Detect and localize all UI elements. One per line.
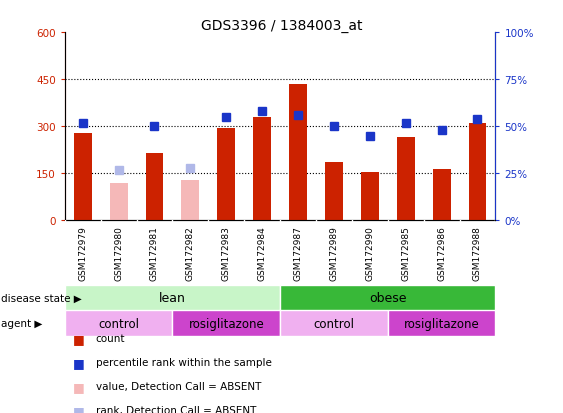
Text: GSM172980: GSM172980 bbox=[114, 226, 123, 281]
Bar bbox=[74, 133, 92, 221]
Text: GSM172981: GSM172981 bbox=[150, 226, 159, 281]
Text: GSM172979: GSM172979 bbox=[78, 226, 87, 281]
Text: rosiglitazone: rosiglitazone bbox=[404, 317, 480, 330]
Text: GSM172985: GSM172985 bbox=[401, 226, 410, 281]
Bar bbox=[145, 154, 163, 221]
Text: GDS3396 / 1384003_at: GDS3396 / 1384003_at bbox=[201, 19, 362, 33]
Text: lean: lean bbox=[159, 291, 186, 304]
Bar bbox=[325, 163, 343, 221]
Bar bbox=[289, 85, 307, 221]
Text: ■: ■ bbox=[73, 356, 85, 369]
Text: count: count bbox=[96, 333, 125, 343]
Text: value, Detection Call = ABSENT: value, Detection Call = ABSENT bbox=[96, 381, 261, 391]
Bar bbox=[253, 118, 271, 221]
Bar bbox=[217, 128, 235, 221]
Bar bbox=[65, 285, 280, 311]
Text: ■: ■ bbox=[73, 404, 85, 413]
Bar bbox=[181, 180, 199, 221]
Text: GSM172983: GSM172983 bbox=[222, 226, 231, 281]
Text: disease state ▶: disease state ▶ bbox=[1, 293, 81, 303]
Text: rank, Detection Call = ABSENT: rank, Detection Call = ABSENT bbox=[96, 405, 256, 413]
Bar bbox=[280, 285, 495, 311]
Text: GSM172987: GSM172987 bbox=[293, 226, 302, 281]
Bar bbox=[468, 124, 486, 221]
Bar bbox=[110, 183, 128, 221]
Text: rosiglitazone: rosiglitazone bbox=[189, 317, 264, 330]
Text: GSM172988: GSM172988 bbox=[473, 226, 482, 281]
Text: ■: ■ bbox=[73, 332, 85, 345]
Text: percentile rank within the sample: percentile rank within the sample bbox=[96, 357, 271, 367]
Bar bbox=[388, 311, 495, 336]
Bar bbox=[397, 138, 415, 221]
Text: ■: ■ bbox=[73, 380, 85, 393]
Text: GSM172986: GSM172986 bbox=[437, 226, 446, 281]
Bar bbox=[172, 311, 280, 336]
Text: GSM172982: GSM172982 bbox=[186, 226, 195, 281]
Text: agent ▶: agent ▶ bbox=[1, 318, 42, 328]
Bar bbox=[280, 311, 388, 336]
Text: obese: obese bbox=[369, 291, 406, 304]
Text: control: control bbox=[98, 317, 139, 330]
Text: GSM172984: GSM172984 bbox=[258, 226, 267, 281]
Bar bbox=[361, 172, 379, 221]
Text: control: control bbox=[314, 317, 355, 330]
Bar bbox=[65, 311, 172, 336]
Text: GSM172990: GSM172990 bbox=[365, 226, 374, 281]
Text: GSM172989: GSM172989 bbox=[329, 226, 338, 281]
Bar bbox=[432, 169, 450, 221]
